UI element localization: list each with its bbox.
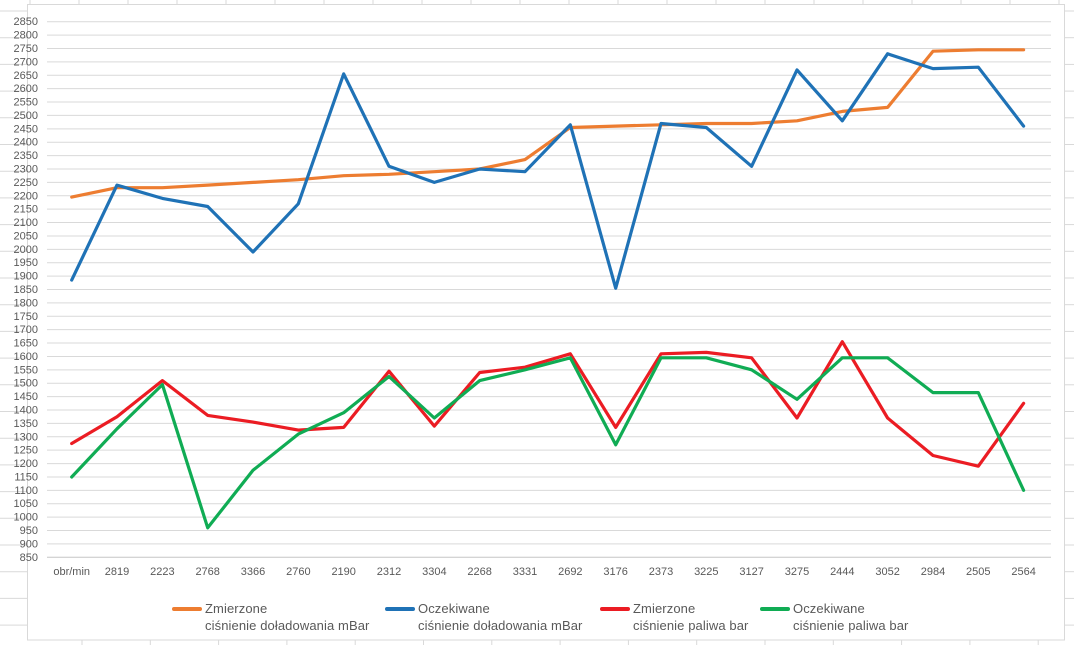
y-axis-tick-label: 1150 [14, 471, 38, 483]
y-axis-tick-label: 2100 [14, 217, 38, 229]
y-axis-tick-label: 2400 [14, 137, 38, 149]
y-axis-tick-label: 2850 [14, 16, 38, 28]
x-axis-tick-label: 2373 [649, 566, 673, 578]
y-axis-tick-label: 2750 [14, 43, 38, 55]
legend-series-subtitle: ciśnienie paliwa bar [633, 618, 749, 633]
y-axis-tick-label: 2450 [14, 123, 38, 135]
y-axis-tick-label: 2500 [14, 110, 38, 122]
x-axis-tick-label: 2505 [966, 566, 990, 578]
x-axis-tick-label: 2444 [830, 566, 854, 578]
x-axis-tick-label: 3304 [422, 566, 446, 578]
x-axis-tick-label: 2190 [331, 566, 355, 578]
y-axis-tick-label: 1250 [14, 445, 38, 457]
legend-series-name: Oczekiwane [793, 601, 865, 616]
y-axis-tick-label: 1650 [14, 338, 38, 350]
x-axis-tick-label: 2692 [558, 566, 582, 578]
y-axis-tick-label: 2550 [14, 97, 38, 109]
y-axis-tick-label: 2050 [14, 230, 38, 242]
y-axis-tick-label: 850 [20, 552, 38, 564]
y-axis-tick-label: 1450 [14, 391, 38, 403]
legend-item-1[interactable]: Zmierzone ciśnienie doładowania mBar [172, 600, 369, 634]
legend-line-marker [760, 607, 790, 611]
series-line-1 [70, 48, 1026, 199]
x-axis-tick-label: 3366 [241, 566, 265, 578]
y-axis-tick-label: 2200 [14, 190, 38, 202]
legend-item-4[interactable]: Oczekiwane ciśnienie paliwa bar [760, 600, 908, 634]
y-axis-tick-label: 1900 [14, 271, 38, 283]
x-axis-tick-label: 3127 [739, 566, 763, 578]
y-axis-tick-label: 1500 [14, 378, 38, 390]
y-axis-tick-label: 1300 [14, 431, 38, 443]
y-axis-tick-label: 950 [20, 525, 38, 537]
y-axis-tick-label: 2650 [14, 70, 38, 82]
y-axis-tick-label: 900 [20, 538, 38, 550]
series-line-3 [70, 340, 1026, 468]
x-axis-tick-label: 3275 [785, 566, 809, 578]
legend-label: Zmierzone ciśnienie paliwa bar [633, 600, 748, 634]
x-axis-tick-label: obr/min [53, 566, 90, 578]
y-axis-tick-label: 1600 [14, 351, 38, 363]
x-axis-tick-label: 2819 [105, 566, 129, 578]
y-axis-tick-label: 1000 [14, 512, 38, 524]
y-axis-tick-label: 1400 [14, 405, 38, 417]
legend-line-marker [172, 607, 202, 611]
series-line-4 [70, 356, 1026, 530]
y-axis-tick-label: 1350 [14, 418, 38, 430]
x-axis-tick-label: 2760 [286, 566, 310, 578]
y-axis-tick-label: 2300 [14, 163, 38, 175]
y-axis-tick-label: 2800 [14, 30, 38, 42]
legend-line-marker [600, 607, 630, 611]
y-axis-tick-label: 1050 [14, 498, 38, 510]
y-axis-tick-label: 2150 [14, 204, 38, 216]
legend-series-subtitle: ciśnienie paliwa bar [793, 618, 909, 633]
legend-series-name: Zmierzone [205, 601, 268, 616]
y-axis-tick-label: 2600 [14, 83, 38, 95]
y-axis-tick-label: 1700 [14, 324, 38, 336]
x-axis-tick-label: 2768 [195, 566, 219, 578]
legend-series-name: Oczekiwane [418, 601, 490, 616]
x-axis-tick-label: 3052 [875, 566, 899, 578]
x-axis-tick-label: 2312 [377, 566, 401, 578]
chart-border [27, 4, 1065, 641]
y-axis-tick-label: 1100 [14, 485, 38, 497]
x-axis-tick-label: 2984 [921, 566, 945, 578]
x-axis-tick-label: 3331 [513, 566, 537, 578]
y-axis-tick-label: 2000 [14, 244, 38, 256]
x-axis-tick-label: 3176 [603, 566, 627, 578]
x-axis-tick-label: 2564 [1011, 566, 1035, 578]
legend-label: Zmierzone ciśnienie doładowania mBar [205, 600, 369, 634]
y-axis-tick-label: 1800 [14, 297, 38, 309]
y-axis-tick-label: 2700 [14, 56, 38, 68]
legend-label: Oczekiwane ciśnienie doładowania mBar [418, 600, 582, 634]
legend-item-3[interactable]: Zmierzone ciśnienie paliwa bar [600, 600, 748, 634]
y-axis-tick-label: 1950 [14, 257, 38, 269]
legend-item-2[interactable]: Oczekiwane ciśnienie doładowania mBar [385, 600, 582, 634]
legend-series-subtitle: ciśnienie doładowania mBar [418, 618, 583, 633]
y-axis-tick-label: 2350 [14, 150, 38, 162]
y-axis-tick-label: 1200 [14, 458, 38, 470]
x-axis-tick-label: 3225 [694, 566, 718, 578]
y-axis-tick-label: 1550 [14, 364, 38, 376]
legend-series-name: Zmierzone [633, 601, 696, 616]
x-axis-tick-label: 2223 [150, 566, 174, 578]
y-axis-tick-label: 2250 [14, 177, 38, 189]
legend-series-subtitle: ciśnienie doładowania mBar [205, 618, 370, 633]
x-axis-tick-label: 2268 [467, 566, 491, 578]
y-axis-tick-label: 1750 [14, 311, 38, 323]
legend-line-marker [385, 607, 415, 611]
legend-label: Oczekiwane ciśnienie paliwa bar [793, 600, 908, 634]
series-line-2 [70, 52, 1026, 290]
y-axis-tick-label: 1850 [14, 284, 38, 296]
